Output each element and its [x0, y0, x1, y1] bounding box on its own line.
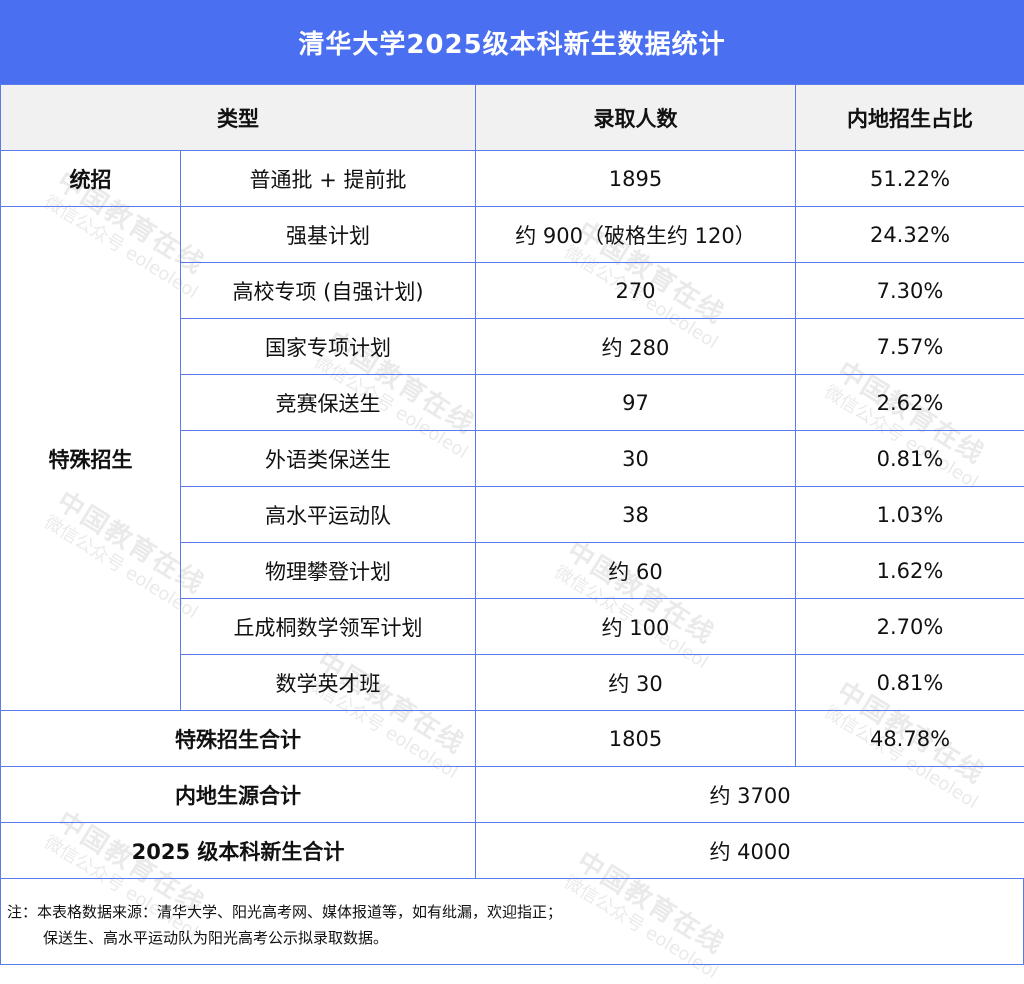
grand-total-label: 2025 级本科新生合计 [1, 823, 476, 879]
row-ratio: 1.62% [796, 543, 1024, 599]
row-label: 强基计划 [181, 207, 476, 263]
row-ratio: 51.22% [796, 151, 1024, 207]
row-label: 外语类保送生 [181, 431, 476, 487]
row-label: 物理攀登计划 [181, 543, 476, 599]
row-count: 1895 [476, 151, 796, 207]
row-ratio: 2.62% [796, 375, 1024, 431]
mainland-total-label: 内地生源合计 [1, 767, 476, 823]
row-label: 高水平运动队 [181, 487, 476, 543]
row-count: 约 280 [476, 319, 796, 375]
special-total-row: 特殊招生合计 1805 48.78% [1, 711, 1024, 767]
table-row: 特殊招生 强基计划 约 900（破格生约 120） 24.32% [1, 207, 1024, 263]
grand-total-row: 2025 级本科新生合计 约 4000 [1, 823, 1024, 879]
row-ratio: 7.57% [796, 319, 1024, 375]
group-label-tongzhao: 统招 [1, 151, 181, 207]
row-count: 97 [476, 375, 796, 431]
table-header-row: 类型 录取人数 内地招生占比 [1, 85, 1024, 151]
row-count: 约 60 [476, 543, 796, 599]
row-ratio: 24.32% [796, 207, 1024, 263]
data-table: 类型 录取人数 内地招生占比 统招 普通批 + 提前批 1895 51.22% … [0, 84, 1024, 879]
group-label-special: 特殊招生 [1, 207, 181, 711]
footnote-line-2: 保送生、高水平运动队为阳光高考公示拟录取数据。 [7, 925, 1023, 951]
special-total-label: 特殊招生合计 [1, 711, 476, 767]
row-ratio: 1.03% [796, 487, 1024, 543]
row-label: 丘成桐数学领军计划 [181, 599, 476, 655]
special-total-count: 1805 [476, 711, 796, 767]
header-count: 录取人数 [476, 85, 796, 151]
mainland-total-row: 内地生源合计 约 3700 [1, 767, 1024, 823]
row-count: 270 [476, 263, 796, 319]
header-type: 类型 [1, 85, 476, 151]
row-label: 数学英才班 [181, 655, 476, 711]
row-ratio: 0.81% [796, 655, 1024, 711]
page-title: 清华大学2025级本科新生数据统计 [0, 0, 1024, 84]
row-ratio: 0.81% [796, 431, 1024, 487]
row-label: 竞赛保送生 [181, 375, 476, 431]
row-label: 普通批 + 提前批 [181, 151, 476, 207]
row-count: 约 900（破格生约 120） [476, 207, 796, 263]
row-ratio: 7.30% [796, 263, 1024, 319]
row-count: 约 30 [476, 655, 796, 711]
special-total-ratio: 48.78% [796, 711, 1024, 767]
table-row: 统招 普通批 + 提前批 1895 51.22% [1, 151, 1024, 207]
header-ratio: 内地招生占比 [796, 85, 1024, 151]
footnote-line-1: 注：本表格数据来源：清华大学、阳光高考网、媒体报道等，如有纰漏，欢迎指正； [7, 899, 1023, 925]
row-label: 高校专项 (自强计划) [181, 263, 476, 319]
row-ratio: 2.70% [796, 599, 1024, 655]
row-label: 国家专项计划 [181, 319, 476, 375]
row-count: 约 100 [476, 599, 796, 655]
footnote: 注：本表格数据来源：清华大学、阳光高考网、媒体报道等，如有纰漏，欢迎指正； 保送… [0, 879, 1024, 965]
grand-total-value: 约 4000 [476, 823, 1024, 879]
mainland-total-value: 约 3700 [476, 767, 1024, 823]
row-count: 30 [476, 431, 796, 487]
row-count: 38 [476, 487, 796, 543]
